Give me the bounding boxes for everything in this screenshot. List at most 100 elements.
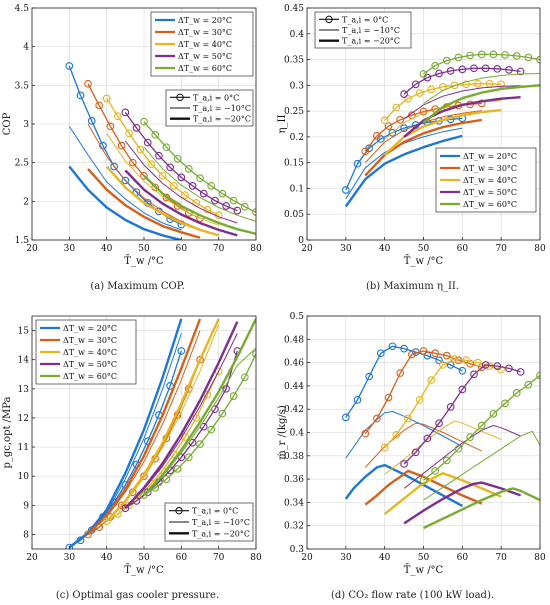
data-point-marker — [392, 103, 401, 112]
x-tick-label: 80 — [250, 244, 262, 254]
y-tick-label: 0.36 — [284, 475, 304, 485]
data-point-marker — [481, 64, 490, 73]
x-tick-label: 70 — [213, 553, 225, 563]
legend-label: T_a,i = 0°C — [342, 15, 388, 24]
x-tick-label: 30 — [340, 553, 352, 563]
y-tick-label: 0.46 — [284, 359, 304, 369]
data-point-marker — [404, 414, 412, 423]
series-line-dtw20-tai-20 — [344, 134, 463, 208]
data-point-marker — [400, 344, 408, 353]
legend-label: ΔT_w = 60°C — [463, 200, 517, 209]
series-line-dtw50-tai0 — [124, 350, 238, 509]
x-axis-label: T̄_w /°C — [404, 255, 444, 267]
data-point-marker — [419, 476, 428, 485]
data-point-marker — [423, 434, 432, 443]
legend-label: T_a,i = −10°C — [342, 26, 400, 35]
data-point-marker — [353, 396, 362, 404]
x-tick-label: 60 — [457, 553, 469, 563]
legend-label: ΔT_w = 50°C — [463, 188, 517, 197]
series-group — [65, 318, 256, 549]
legend-marker — [176, 93, 184, 102]
y-tick-label: 2 — [23, 197, 29, 207]
data-point-marker — [353, 159, 362, 168]
data-point-marker — [466, 433, 474, 442]
legend-label: ΔT_w = 40°C — [463, 176, 517, 185]
data-point-marker — [188, 182, 197, 190]
legend-box — [435, 147, 537, 213]
data-point-marker — [450, 81, 459, 90]
data-point-marker — [125, 129, 133, 138]
data-point-marker — [505, 66, 513, 74]
data-point-marker — [117, 141, 126, 150]
data-point-marker — [114, 112, 122, 121]
x-tick-label: 30 — [64, 244, 76, 254]
data-point-marker — [181, 191, 189, 199]
x-tick-label: 40 — [379, 244, 391, 254]
caption-d: (d) CO₂ flow rate (100 kW load). — [330, 590, 495, 601]
data-point-marker — [454, 444, 463, 453]
data-point-marker — [84, 530, 92, 539]
data-point-marker — [196, 355, 204, 364]
y-tick-label: 13 — [18, 385, 30, 395]
data-point-marker — [177, 347, 186, 355]
data-point-marker — [65, 543, 74, 549]
data-point-marker — [396, 369, 405, 377]
data-point-marker — [158, 171, 167, 180]
legend-label: T_a,i = −20°C — [193, 115, 251, 124]
x-tick-label: 50 — [418, 553, 430, 563]
y-tick-label: 1.5 — [15, 236, 30, 246]
data-point-marker — [442, 56, 451, 65]
series-line-dtw30-tai-20 — [87, 318, 202, 536]
data-point-marker — [458, 385, 467, 394]
x-tick-label: 30 — [64, 553, 76, 563]
data-point-marker — [415, 396, 424, 404]
y-axis-label: p_gc,opt /MPa — [2, 396, 13, 468]
y-tick-label: 0 — [298, 236, 304, 246]
data-point-marker — [536, 371, 540, 380]
x-tick-label: 60 — [457, 244, 469, 254]
data-point-marker — [229, 392, 238, 400]
data-point-marker — [415, 89, 424, 97]
data-point-marker — [76, 91, 85, 100]
legend-label: ΔT_w = 20°C — [63, 324, 117, 333]
data-point-marker — [341, 413, 350, 422]
y-tick-label: 0.42 — [284, 405, 304, 415]
y-tick-label: 0.1 — [290, 184, 304, 194]
caption-a: (a) Maximum COP. — [90, 281, 185, 292]
data-point-marker — [512, 389, 521, 397]
data-point-marker — [233, 206, 242, 215]
data-point-marker — [65, 62, 74, 70]
data-point-marker — [361, 429, 370, 438]
data-point-marker — [218, 409, 227, 418]
legend-label: T_a,i = −20°C — [342, 37, 400, 46]
y-tick-label: 0.3 — [290, 545, 305, 555]
data-point-marker — [373, 132, 381, 140]
data-point-marker — [477, 50, 486, 59]
legend-label: ΔT_w = 50°C — [63, 360, 117, 369]
data-point-marker — [211, 196, 219, 205]
data-point-marker — [365, 372, 373, 381]
y-tick-label: 0.5 — [290, 312, 305, 322]
series-line-dtw50-tai0 — [403, 67, 521, 95]
data-point-marker — [450, 355, 459, 363]
x-tick-label: 20 — [301, 244, 313, 254]
data-point-marker — [493, 362, 502, 370]
y-tick-label: 0.2 — [290, 133, 304, 143]
data-point-marker — [376, 349, 385, 358]
chart-a: 20 30 40 50 60 70 80 1.5 2 2.5 3 3.5 4 4.5 T̄_w /°C COP… — [2, 4, 262, 267]
data-point-marker — [501, 51, 509, 59]
data-point-marker — [132, 124, 141, 132]
series-line-dtw50-tai-20 — [403, 481, 522, 525]
data-point-marker — [143, 138, 152, 147]
y-tick-label: 0.35 — [284, 56, 304, 66]
data-point-marker — [524, 380, 533, 389]
data-point-marker — [121, 504, 130, 513]
legend-label: ΔT_w = 30°C — [178, 28, 232, 37]
x-tick-label: 50 — [138, 553, 150, 563]
series-group — [341, 342, 540, 530]
data-point-marker — [188, 438, 197, 447]
y-tick-label: 0.05 — [284, 210, 304, 220]
y-tick-label: 3.5 — [15, 81, 30, 91]
x-tick-label: 50 — [138, 244, 150, 254]
y-tick-label: 0.48 — [284, 335, 304, 345]
